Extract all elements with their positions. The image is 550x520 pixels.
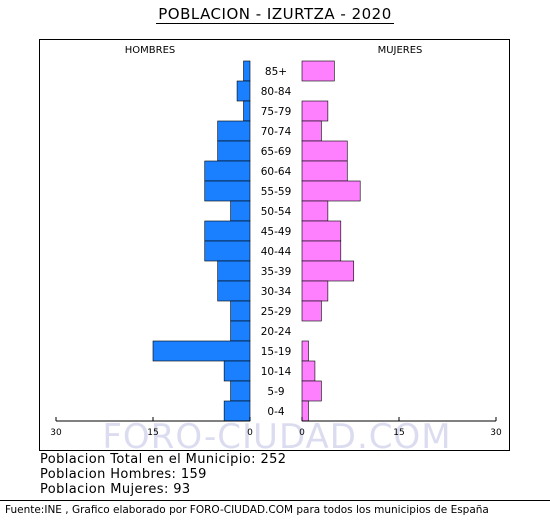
age-group-label: 45-49 — [261, 226, 292, 238]
men-bar — [204, 220, 251, 242]
x-tick-label: 0 — [299, 428, 305, 438]
women-bar — [301, 220, 342, 242]
women-bar — [301, 240, 342, 262]
men-bar — [217, 120, 251, 142]
women-bar — [301, 260, 355, 282]
women-bar — [301, 340, 309, 362]
women-bar — [301, 280, 329, 302]
men-bar — [204, 160, 251, 182]
women-bar — [301, 300, 322, 322]
population-pyramid: FORO-CIUDAD.COM HOMBRES MUJERES 85+ 80-84 75-… — [50, 45, 502, 452]
men-header: HOMBRES — [125, 45, 176, 56]
men-bar — [230, 200, 251, 222]
men-bar — [223, 360, 251, 382]
age-group-label: 15-19 — [261, 346, 292, 358]
age-group-label: 0-4 — [267, 406, 284, 418]
age-group-label: 35-39 — [261, 266, 292, 278]
watermark-text: FORO-CIUDAD.COM — [102, 417, 451, 452]
women-bar — [301, 100, 329, 122]
women-header: MUJERES — [378, 45, 423, 56]
age-group-label: 50-54 — [261, 206, 292, 218]
men-bar — [204, 240, 251, 262]
age-group-label: 30-34 — [261, 286, 292, 298]
age-group-label: 20-24 — [261, 326, 292, 338]
men-bar — [230, 300, 251, 322]
women-bar — [301, 140, 348, 162]
x-tick-label: 30 — [50, 428, 62, 438]
total-population-label: Poblacion Total en el Municipio: 252 — [40, 452, 287, 467]
age-group-label: 5-9 — [267, 386, 284, 398]
women-bar — [301, 200, 329, 222]
source-note: Fuente:INE , Grafico elaborado por FORO-… — [5, 504, 489, 516]
women-bar — [301, 60, 335, 82]
women-bar — [301, 380, 322, 402]
age-group-label: 10-14 — [261, 366, 292, 378]
women-bar — [301, 120, 322, 142]
age-group-label: 25-29 — [261, 306, 292, 318]
men-bar — [217, 260, 251, 282]
chart-title-text: POBLACION - IZURTZA - 2020 — [156, 5, 394, 24]
chart-frame: FORO-CIUDAD.COM HOMBRES MUJERES 85+ 80-84 75-… — [39, 39, 510, 452]
age-group-label: 80-84 — [261, 86, 292, 98]
men-bar — [236, 80, 251, 102]
men-bar — [217, 140, 251, 162]
footer-divider — [0, 500, 550, 501]
women-bar — [301, 400, 309, 422]
age-group-label: 70-74 — [261, 126, 292, 138]
men-bar — [230, 320, 251, 342]
women-bar — [301, 180, 361, 202]
men-bar — [243, 60, 251, 82]
age-group-label: 40-44 — [261, 246, 292, 258]
men-population-label: Poblacion Hombres: 159 — [40, 467, 207, 482]
women-bar — [301, 160, 348, 182]
age-group-label: 75-79 — [261, 106, 292, 118]
x-tick-label: 15 — [393, 428, 404, 438]
men-bar — [243, 100, 251, 122]
age-group-label: 65-69 — [261, 146, 292, 158]
men-bar — [204, 180, 251, 202]
men-bar — [230, 380, 251, 402]
women-bar — [301, 360, 316, 382]
men-bar — [217, 280, 251, 302]
chart-title: POBLACION - IZURTZA - 2020 — [0, 5, 550, 24]
x-tick-label: 0 — [247, 428, 253, 438]
men-bar — [223, 400, 251, 422]
age-group-label: 60-64 — [261, 166, 292, 178]
men-bar — [152, 340, 251, 362]
x-tick-label: 15 — [147, 428, 158, 438]
age-group-label: 85+ — [265, 66, 287, 78]
age-group-label: 55-59 — [261, 186, 292, 198]
women-population-label: Poblacion Mujeres: 93 — [40, 482, 191, 497]
x-tick-label: 30 — [490, 428, 502, 438]
